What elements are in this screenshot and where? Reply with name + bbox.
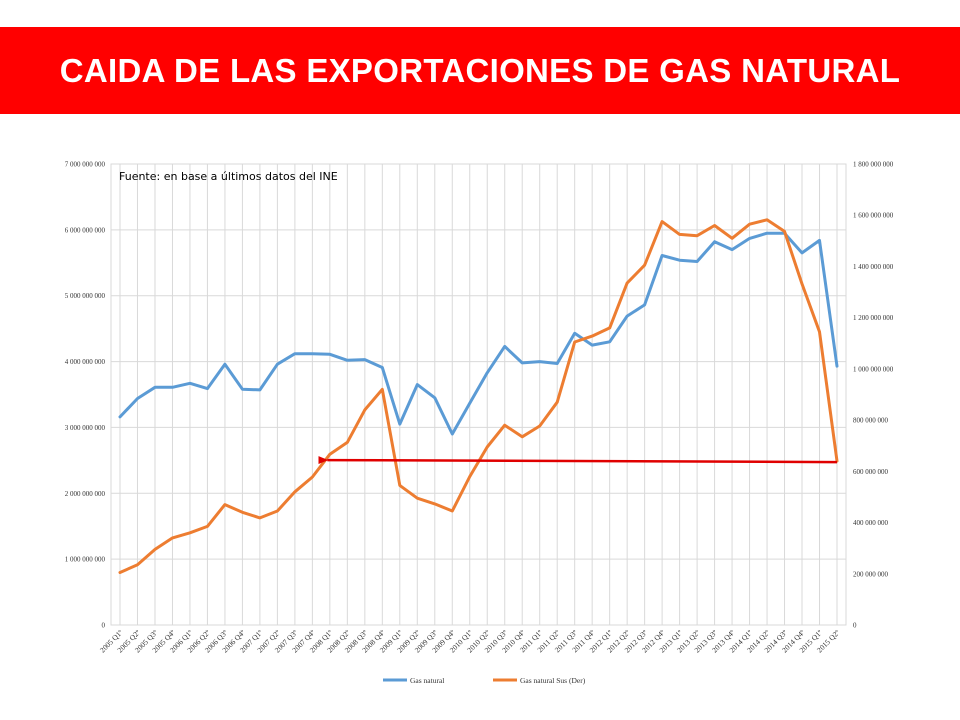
y-left-tick-label: 6 000 000 000	[65, 226, 106, 234]
y-right-tick-label: 200 000 000	[853, 570, 889, 578]
y-left-tick-label: 3 000 000 000	[65, 424, 106, 432]
legend-label-gas-natural: Gas natural	[410, 676, 444, 685]
y-right-tick-label: 1 800 000 000	[853, 161, 894, 169]
y-right-tick-label: 0	[853, 622, 857, 630]
page-title: CAIDA DE LAS EXPORTACIONES DE GAS NATURA…	[59, 51, 901, 89]
legend-label-gas-natural-sus: Gas natural Sus (Der)	[520, 676, 586, 685]
y-right-tick-label: 600 000 000	[853, 468, 889, 476]
series-line-gas-natural	[118, 231, 839, 436]
legend: Gas natural Gas natural Sus (Der)	[383, 676, 586, 685]
y-left-tick-label: 2 000 000 000	[65, 490, 106, 498]
y-right-tick-label: 1 000 000 000	[853, 365, 894, 373]
annotation-arrow	[318, 456, 838, 465]
y-left-tick-label: 1 000 000 000	[65, 556, 106, 564]
source-note: Fuente: en base a últimos datos del INE	[119, 170, 338, 183]
y-left-tick-label: 4 000 000 000	[65, 358, 106, 366]
y-right-tick-label: 1 200 000 000	[853, 314, 894, 322]
series-line-gas-natural-sus	[118, 218, 839, 574]
y-right-tick-label: 800 000 000	[853, 417, 889, 425]
y-right-tick-label: 1 600 000 000	[853, 212, 894, 220]
plot-area	[110, 163, 847, 626]
gridlines	[110, 163, 847, 626]
y-right-tick-label: 1 400 000 000	[853, 263, 894, 271]
y-left-tick-label: 5 000 000 000	[65, 292, 106, 300]
series-lines	[118, 218, 839, 574]
y-right-tick-label: 400 000 000	[853, 519, 889, 527]
title-banner: CAIDA DE LAS EXPORTACIONES DE GAS NATURA…	[0, 27, 960, 114]
red-arrow	[318, 456, 838, 465]
y-left-tick-label: 7 000 000 000	[65, 161, 106, 169]
y-left-tick-label: 0	[102, 622, 106, 630]
